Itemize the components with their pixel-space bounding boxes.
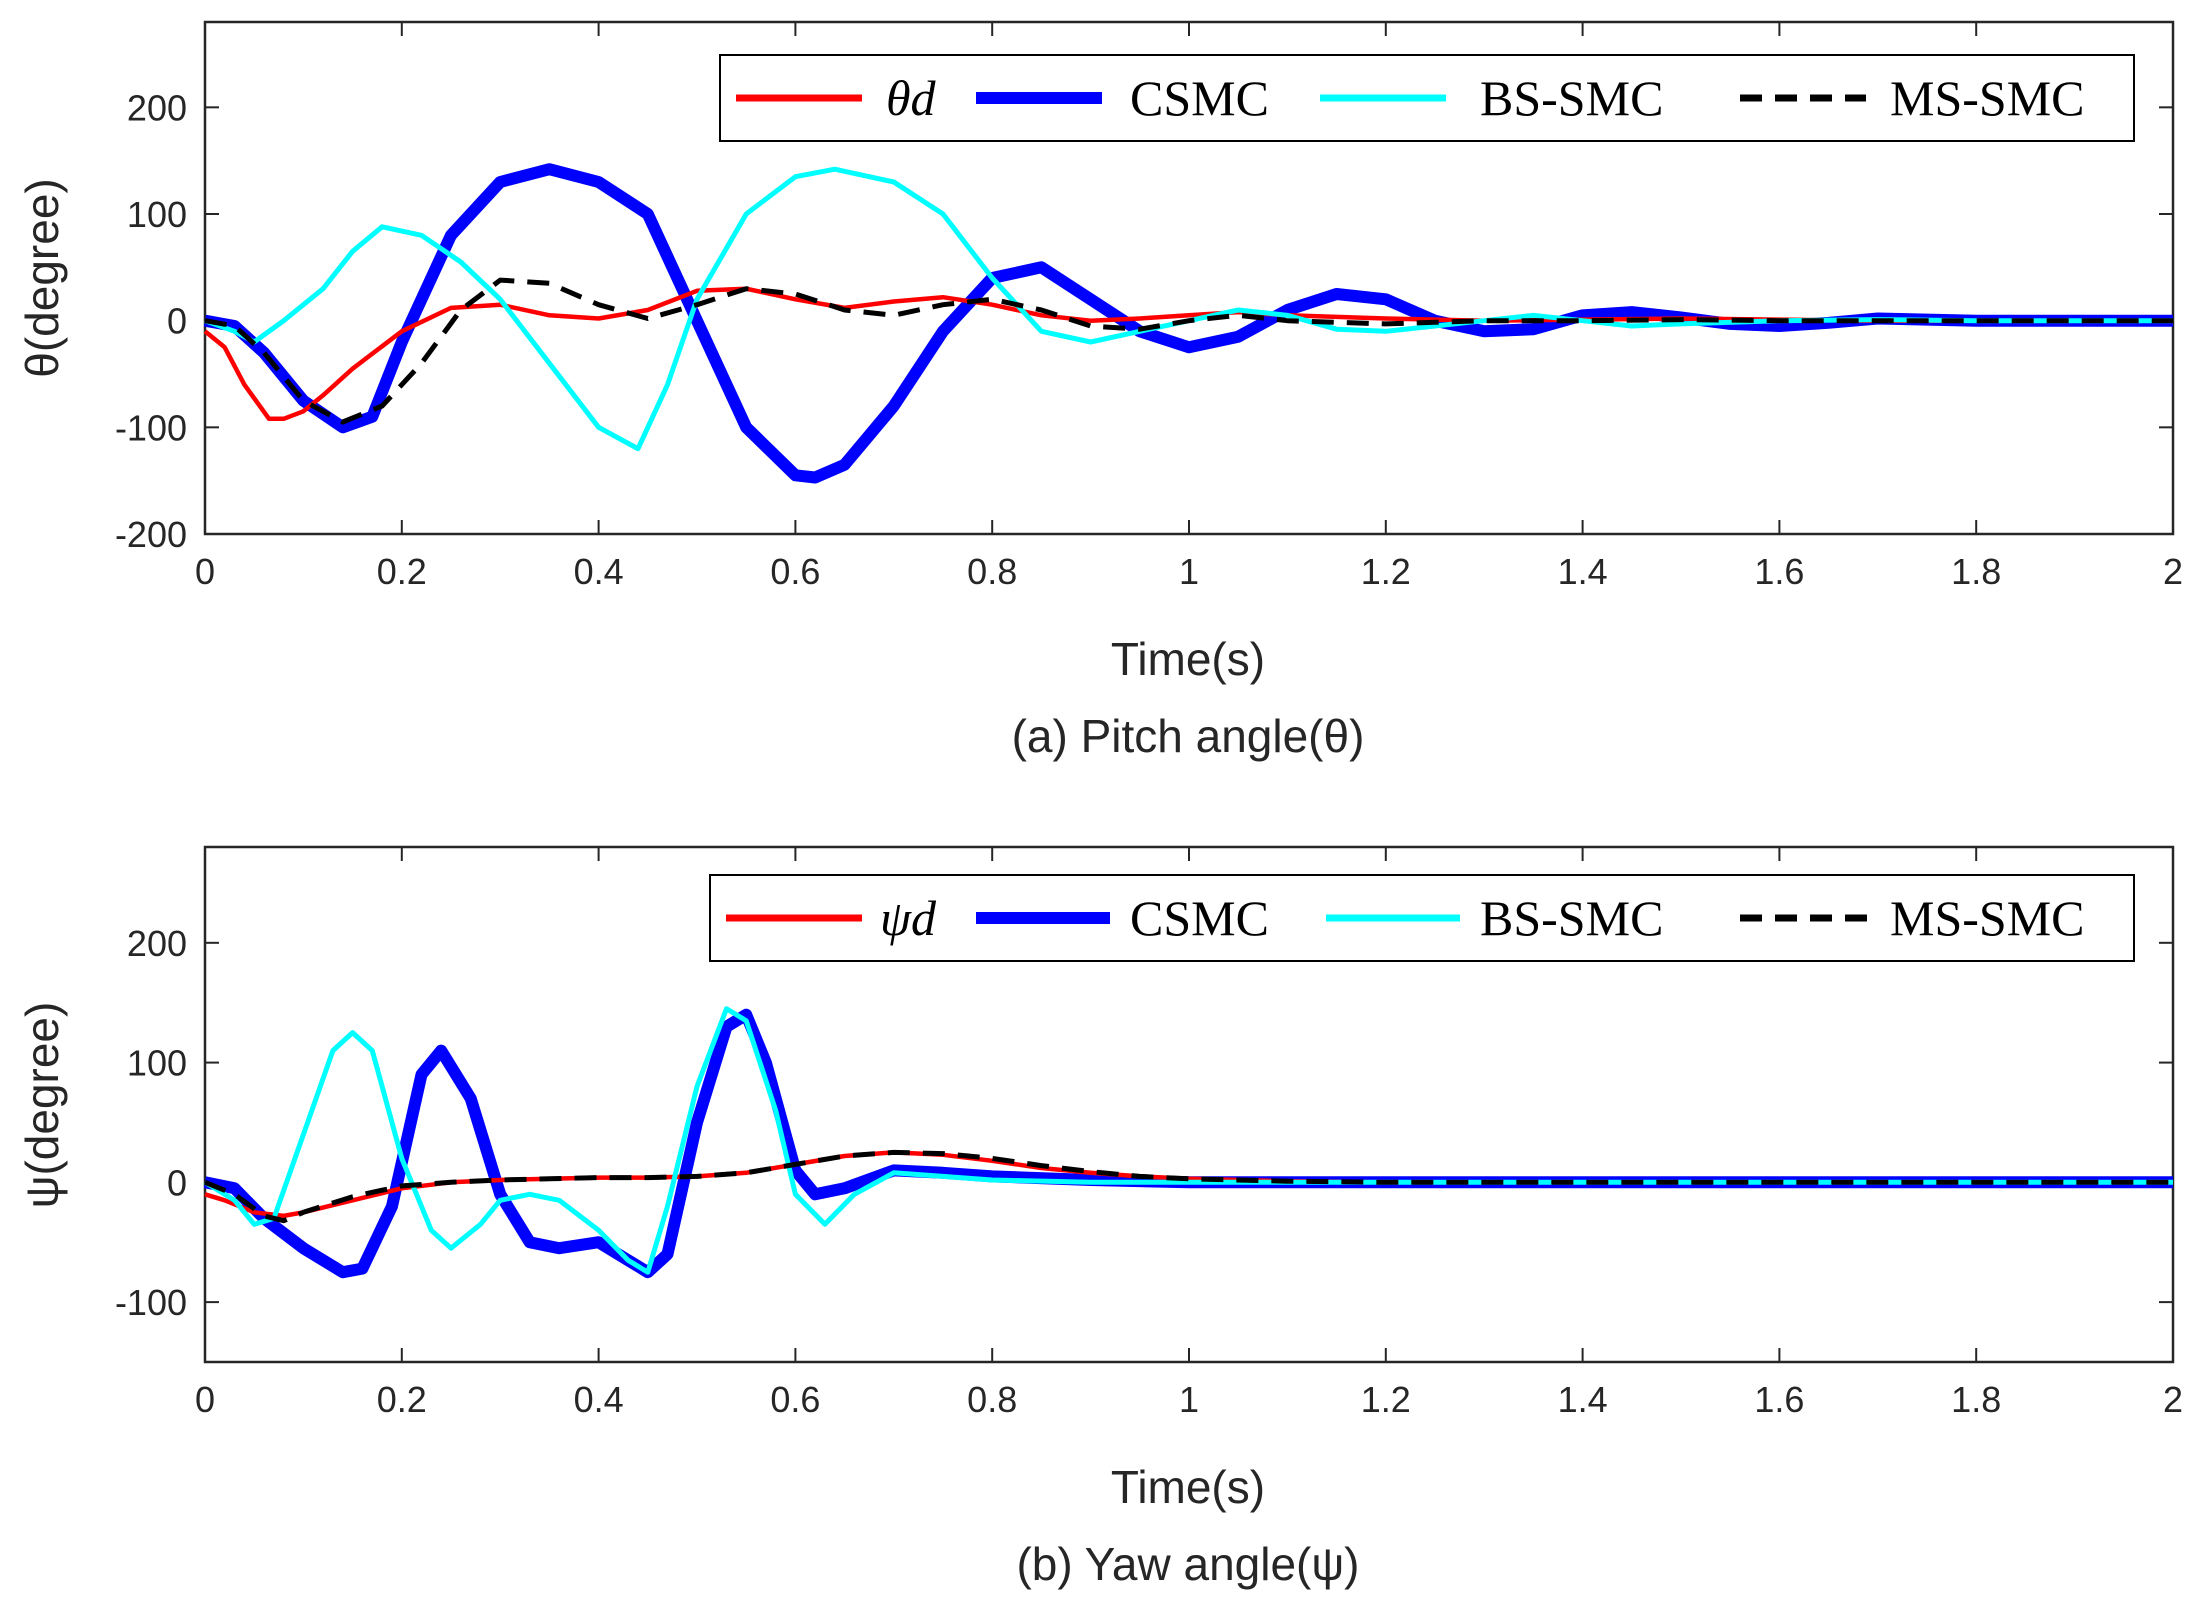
x-tick-label-yaw: 0.6 (770, 1379, 820, 1420)
x-tick-label-yaw: 1 (1179, 1379, 1199, 1420)
series-line-mssmc-pitch (204, 277, 2173, 425)
x-tick-label-pitch: 1.4 (1558, 551, 1608, 592)
ticks-pitch: 0 0.2 0.4 0.6 0.8 1 1.2 1.4 1.6 1.8 2 -200 -100 0 100 2… (115, 22, 2183, 592)
legend-yaw: ψd CSMC BS-SMC MS-SMC (709, 874, 2135, 962)
y-tick-label-yaw: 0 (167, 1162, 187, 1203)
x-tick-label-pitch: 1.8 (1951, 551, 2001, 592)
x-tick-label-pitch: 0.6 (770, 551, 820, 592)
legend-label-bssmc-pitch: BS-SMC (1480, 70, 1663, 126)
x-tick-label-pitch: 0.4 (574, 551, 624, 592)
x-tick-label-yaw: 0.8 (967, 1379, 1017, 1420)
x-tick-label-yaw: 1.8 (1951, 1379, 2001, 1420)
x-tick-label-yaw: 2 (2163, 1379, 2183, 1420)
legend-label-thetad: θd (886, 70, 937, 126)
caption-pitch: (a) Pitch angle(θ) (1012, 710, 1365, 762)
series-group-yaw (203, 1006, 2173, 1279)
series-line-mssmc-yaw (204, 1149, 2173, 1224)
x-tick-label-yaw: 1.2 (1361, 1379, 1411, 1420)
x-tick-label-pitch: 1.2 (1361, 551, 1411, 592)
legend-pitch: θd CSMC BS-SMC MS-SMC (719, 54, 2135, 142)
legend-label-mssmc-yaw: MS-SMC (1890, 890, 2085, 946)
x-tick-label-yaw: 0 (195, 1379, 215, 1420)
legend-label-mssmc-pitch: MS-SMC (1890, 70, 2085, 126)
y-axis-label-pitch: θ(degree) (16, 178, 68, 377)
legend-label-csmc-yaw: CSMC (1130, 890, 1269, 946)
x-tick-label-yaw: 0.2 (377, 1379, 427, 1420)
x-tick-label-pitch: 2 (2163, 551, 2183, 592)
y-tick-label-pitch: 0 (167, 301, 187, 342)
y-tick-label-pitch: 100 (127, 194, 187, 235)
y-tick-label-pitch: -100 (115, 407, 187, 448)
y-tick-label-pitch: -200 (115, 514, 187, 555)
y-tick-label-yaw: -100 (115, 1282, 187, 1323)
y-tick-label-pitch: 200 (127, 87, 187, 128)
x-tick-label-pitch: 0 (195, 551, 215, 592)
legend-label-csmc-pitch: CSMC (1130, 70, 1269, 126)
x-axis-label-yaw: Time(s) (1111, 1461, 1265, 1513)
legend-label-psid: ψd (880, 890, 937, 946)
x-axis-label-pitch: Time(s) (1111, 633, 1265, 685)
x-tick-label-yaw: 1.4 (1558, 1379, 1608, 1420)
ticks-yaw: 0 0.2 0.4 0.6 0.8 1 1.2 1.4 1.6 1.8 2 -100 0 100 200 (115, 847, 2183, 1420)
legend-label-bssmc-yaw: BS-SMC (1480, 890, 1663, 946)
series-line-bssmc-yaw (203, 1006, 2173, 1275)
series-group-pitch (203, 163, 2173, 484)
series-line-bssmc-pitch (204, 166, 2173, 452)
x-tick-label-pitch: 1 (1179, 551, 1199, 592)
caption-yaw: (b) Yaw angle(ψ) (1016, 1538, 1359, 1590)
x-tick-label-pitch: 1.6 (1754, 551, 1804, 592)
panel-pitch: 0 0.2 0.4 0.6 0.8 1 1.2 1.4 1.6 1.8 2 -200 -100 0 100 2… (16, 20, 2183, 762)
x-tick-label-pitch: 0.2 (377, 551, 427, 592)
x-tick-label-pitch: 0.8 (967, 551, 1017, 592)
x-tick-label-yaw: 0.4 (574, 1379, 624, 1420)
y-tick-label-yaw: 200 (127, 923, 187, 964)
x-tick-label-yaw: 1.6 (1754, 1379, 1804, 1420)
y-tick-label-yaw: 100 (127, 1043, 187, 1084)
y-axis-label-yaw: ψ(degree) (16, 1002, 68, 1209)
panel-yaw: 0 0.2 0.4 0.6 0.8 1 1.2 1.4 1.6 1.8 2 -100 0 100 200 T… (16, 845, 2183, 1590)
